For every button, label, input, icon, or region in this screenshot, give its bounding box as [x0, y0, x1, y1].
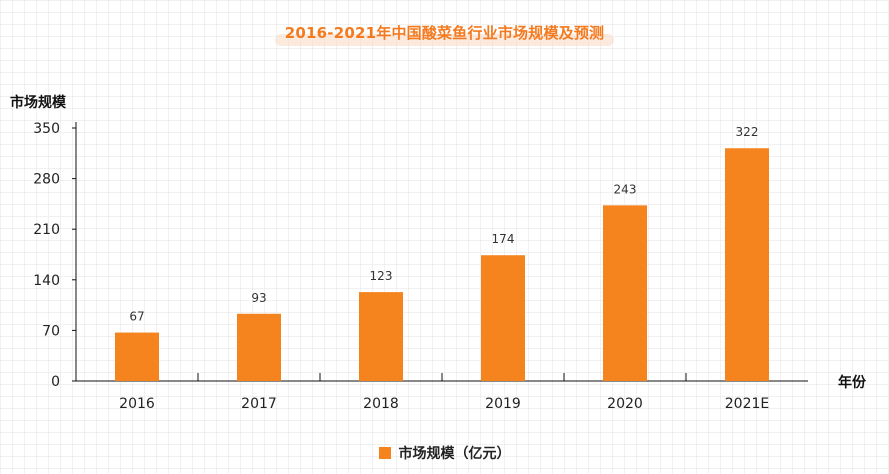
y-tick-label: 280 — [33, 172, 60, 188]
y-tick-label: 350 — [33, 121, 60, 137]
legend: 市场规模（亿元） — [0, 443, 889, 463]
bar-2019 — [481, 255, 525, 381]
x-tick-label: 2016 — [119, 396, 155, 412]
bar-2016 — [115, 332, 159, 381]
bar-2017 — [237, 313, 281, 381]
x-tick-label: 2019 — [485, 396, 521, 412]
chart-title-text: 2016-2021年中国酸菜鱼行业市场规模及预测 — [284, 24, 605, 42]
legend-swatch — [378, 447, 391, 459]
data-label: 93 — [251, 291, 266, 305]
y-axis-title: 市场规模 — [10, 94, 67, 111]
y-tick-label: 140 — [33, 273, 60, 289]
y-tick-label: 70 — [42, 323, 60, 339]
data-label: 174 — [492, 232, 515, 246]
bar-2021E — [725, 148, 769, 381]
data-label: 67 — [129, 310, 144, 324]
bar-2018 — [359, 292, 403, 381]
data-label: 243 — [614, 182, 637, 196]
x-axis-title: 年份 — [838, 374, 867, 391]
bar-2020 — [603, 205, 647, 381]
legend-label: 市场规模（亿元） — [398, 446, 511, 462]
x-tick-label: 2017 — [241, 396, 277, 412]
y-tick-label: 210 — [33, 222, 60, 238]
data-label: 322 — [736, 125, 759, 139]
x-tick-label: 2021E — [725, 396, 769, 412]
data-label: 123 — [370, 269, 393, 283]
x-tick-label: 2018 — [363, 396, 399, 412]
y-tick-label: 0 — [51, 374, 60, 390]
x-tick-label: 2020 — [607, 396, 643, 412]
